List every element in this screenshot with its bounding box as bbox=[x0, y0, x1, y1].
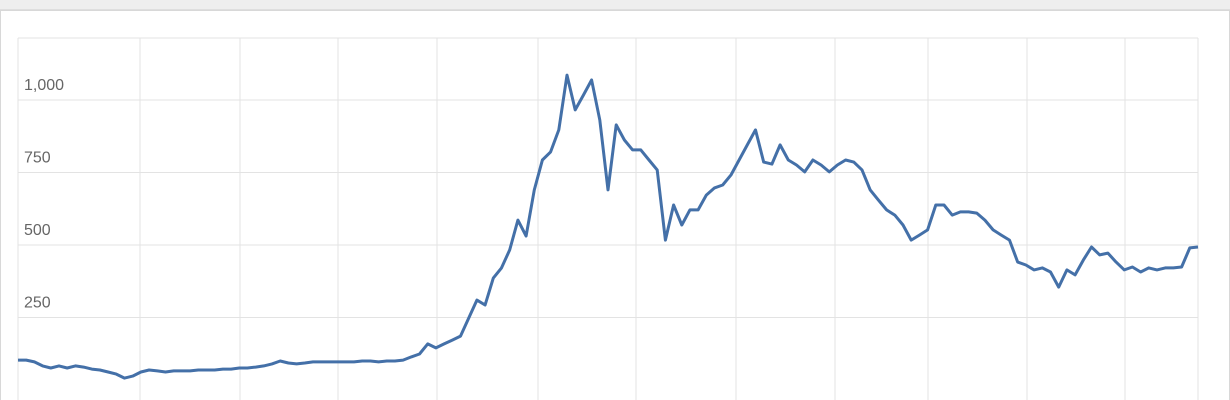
y-tick-label: 500 bbox=[24, 222, 51, 239]
panel-border bbox=[0, 10, 1230, 400]
header-bar bbox=[0, 0, 1230, 10]
y-tick-label: 750 bbox=[24, 150, 51, 167]
y-tick-label: 250 bbox=[24, 295, 51, 312]
y-tick-label: 1,000 bbox=[24, 77, 64, 94]
vertical-grid bbox=[17, 38, 1199, 400]
line-series bbox=[18, 73, 1199, 380]
